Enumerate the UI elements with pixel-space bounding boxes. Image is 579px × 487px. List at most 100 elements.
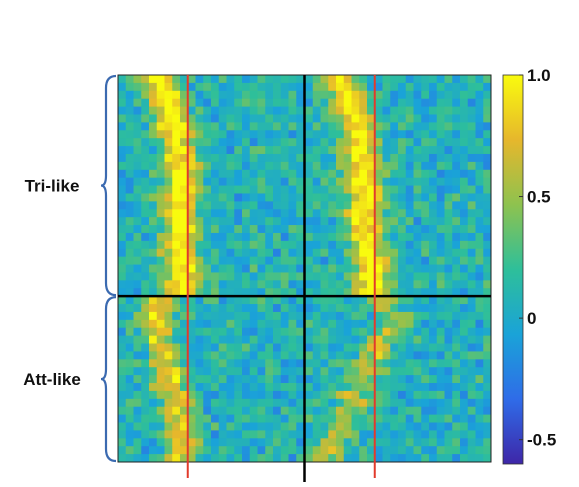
- heatmap-cell: [280, 130, 289, 139]
- heatmap-cell: [180, 398, 189, 408]
- heatmap-cell: [305, 390, 314, 400]
- heatmap-cell: [467, 335, 476, 344]
- heatmap-cell: [211, 106, 220, 115]
- heatmap-cell: [429, 319, 438, 329]
- heatmap-cell: [203, 75, 212, 84]
- heatmap-cell: [374, 209, 383, 218]
- heatmap-cell: [226, 225, 235, 234]
- heatmap-cell: [351, 153, 360, 163]
- heatmap-cell: [312, 122, 321, 131]
- heatmap-cell: [305, 256, 314, 265]
- heatmap-cell: [156, 351, 165, 360]
- heatmap-cell: [320, 343, 329, 352]
- heatmap-cell: [382, 240, 391, 250]
- heatmap-cell: [180, 327, 189, 337]
- heatmap-cell: [374, 288, 383, 297]
- heatmap-cell: [249, 169, 258, 179]
- heatmap-cell: [398, 256, 407, 265]
- heatmap-cell: [444, 201, 453, 210]
- heatmap-cell: [343, 398, 352, 408]
- heatmap-cell: [164, 90, 173, 100]
- heatmap-cell: [226, 232, 235, 242]
- heatmap-cell: [257, 75, 266, 84]
- heatmap-cell: [141, 264, 150, 273]
- heatmap-cell: [257, 375, 266, 384]
- heatmap-cell: [288, 153, 297, 163]
- heatmap-cell: [242, 153, 251, 163]
- heatmap-cell: [374, 446, 383, 455]
- heatmap-cell: [312, 82, 321, 92]
- heatmap-cell: [234, 130, 243, 139]
- heatmap-cell: [460, 343, 469, 352]
- heatmap-cell: [390, 430, 399, 439]
- heatmap-cell: [328, 398, 337, 408]
- heatmap-cell: [452, 185, 461, 194]
- heatmap-cell: [475, 169, 484, 179]
- heatmap-cell: [149, 177, 158, 186]
- heatmap-cell: [374, 343, 383, 352]
- heatmap-cell: [367, 185, 376, 194]
- heatmap-cell: [467, 296, 476, 305]
- heatmap-cell: [320, 130, 329, 139]
- heatmap-cells: [118, 75, 492, 463]
- heatmap-cell: [336, 375, 345, 384]
- heatmap-cell: [234, 209, 243, 218]
- heatmap-cell: [195, 327, 204, 337]
- heatmap-cell: [343, 367, 352, 376]
- heatmap-cell: [296, 454, 305, 463]
- heatmap-cell: [280, 383, 289, 392]
- heatmap-cell: [460, 185, 469, 194]
- heatmap-cell: [343, 98, 352, 107]
- heatmap-cell: [226, 146, 235, 155]
- heatmap-cell: [374, 177, 383, 186]
- heatmap-cell: [249, 225, 258, 234]
- heatmap-cell: [305, 114, 314, 123]
- heatmap-cell: [172, 75, 181, 84]
- heatmap-cell: [444, 335, 453, 344]
- heatmap-cell: [359, 359, 368, 368]
- heatmap-cell: [118, 82, 127, 92]
- heatmap-cell: [452, 359, 461, 368]
- heatmap-cell: [351, 319, 360, 329]
- heatmap-cell: [187, 98, 196, 107]
- heatmap-cell: [164, 311, 173, 321]
- heatmap-cell: [172, 169, 181, 179]
- heatmap-cell: [467, 343, 476, 352]
- heatmap-cell: [149, 193, 158, 202]
- heatmap-cell: [460, 161, 469, 171]
- heatmap-cell: [475, 138, 484, 147]
- heatmap-cell: [133, 390, 142, 400]
- heatmap-cell: [336, 343, 345, 352]
- heatmap-cell: [180, 90, 189, 100]
- heatmap-cell: [296, 296, 305, 305]
- heatmap-cell: [203, 122, 212, 131]
- heatmap-cell: [467, 375, 476, 384]
- heatmap-cell: [187, 225, 196, 234]
- heatmap-cell: [242, 146, 251, 155]
- colorbar-ticks: 1.00.50-0.5: [519, 66, 556, 450]
- heatmap-cell: [125, 327, 134, 337]
- heatmap-cell: [133, 82, 142, 92]
- heatmap-cell: [343, 201, 352, 210]
- heatmap-cell: [296, 367, 305, 376]
- heatmap-cell: [382, 106, 391, 115]
- heatmap-cell: [413, 446, 422, 455]
- heatmap-cell: [336, 430, 345, 439]
- heatmap-cell: [149, 359, 158, 368]
- heatmap-cell: [359, 161, 368, 171]
- heatmap-cell: [382, 280, 391, 289]
- heatmap-cell: [312, 225, 321, 234]
- heatmap-cell: [444, 304, 453, 313]
- heatmap-cell: [460, 383, 469, 392]
- heatmap-cell: [203, 256, 212, 265]
- heatmap-cell: [280, 335, 289, 344]
- heatmap-cell: [149, 240, 158, 250]
- heatmap-cell: [203, 138, 212, 147]
- heatmap-cell: [429, 327, 438, 337]
- heatmap-cell: [483, 138, 492, 147]
- heatmap-cell: [187, 319, 196, 329]
- heatmap-cell: [195, 232, 204, 242]
- heatmap-cell: [382, 430, 391, 439]
- heatmap-cell: [172, 98, 181, 107]
- heatmap-cell: [382, 138, 391, 147]
